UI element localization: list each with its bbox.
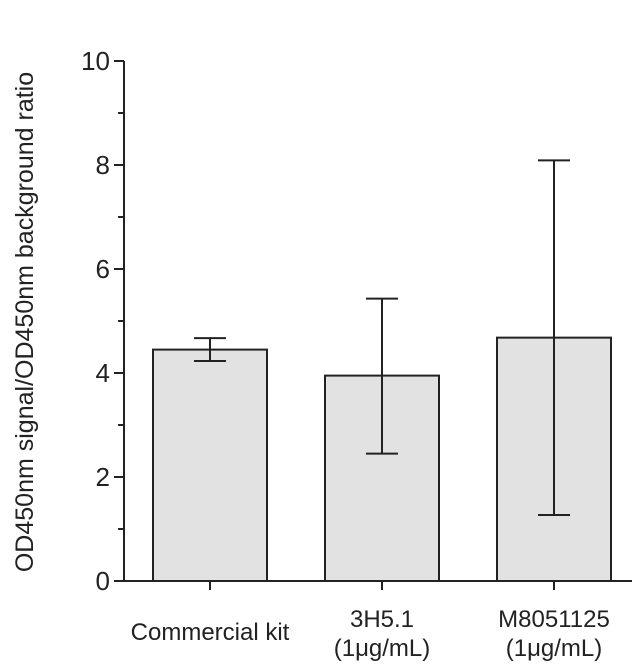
y-tick-label: 10 [81,46,110,76]
x-tick-label: Commercial kit [131,619,290,646]
y-tick-label: 6 [96,254,110,284]
x-tick-label: (1μg/mL) [334,635,431,662]
y-tick-labels: 0 2 4 6 8 10 [81,46,110,596]
x-tick-label: (1μg/mL) [506,635,603,662]
x-tick-label: M8051125 [498,606,610,633]
x-tick-label: 3H5.1 [350,606,414,633]
x-tick-labels: Commercial kit 3H5.1(1μg/mL)M8051125(1μg/… [131,606,610,662]
y-tick-label: 2 [96,462,110,492]
error-bars [194,159,570,516]
y-tick-label: 4 [96,358,110,388]
bar [152,348,268,582]
y-tick-label: 0 [96,566,110,596]
y-axis-label: OD450nm signal/OD450nm background ratio [11,72,39,572]
y-tick-label: 8 [96,150,110,180]
